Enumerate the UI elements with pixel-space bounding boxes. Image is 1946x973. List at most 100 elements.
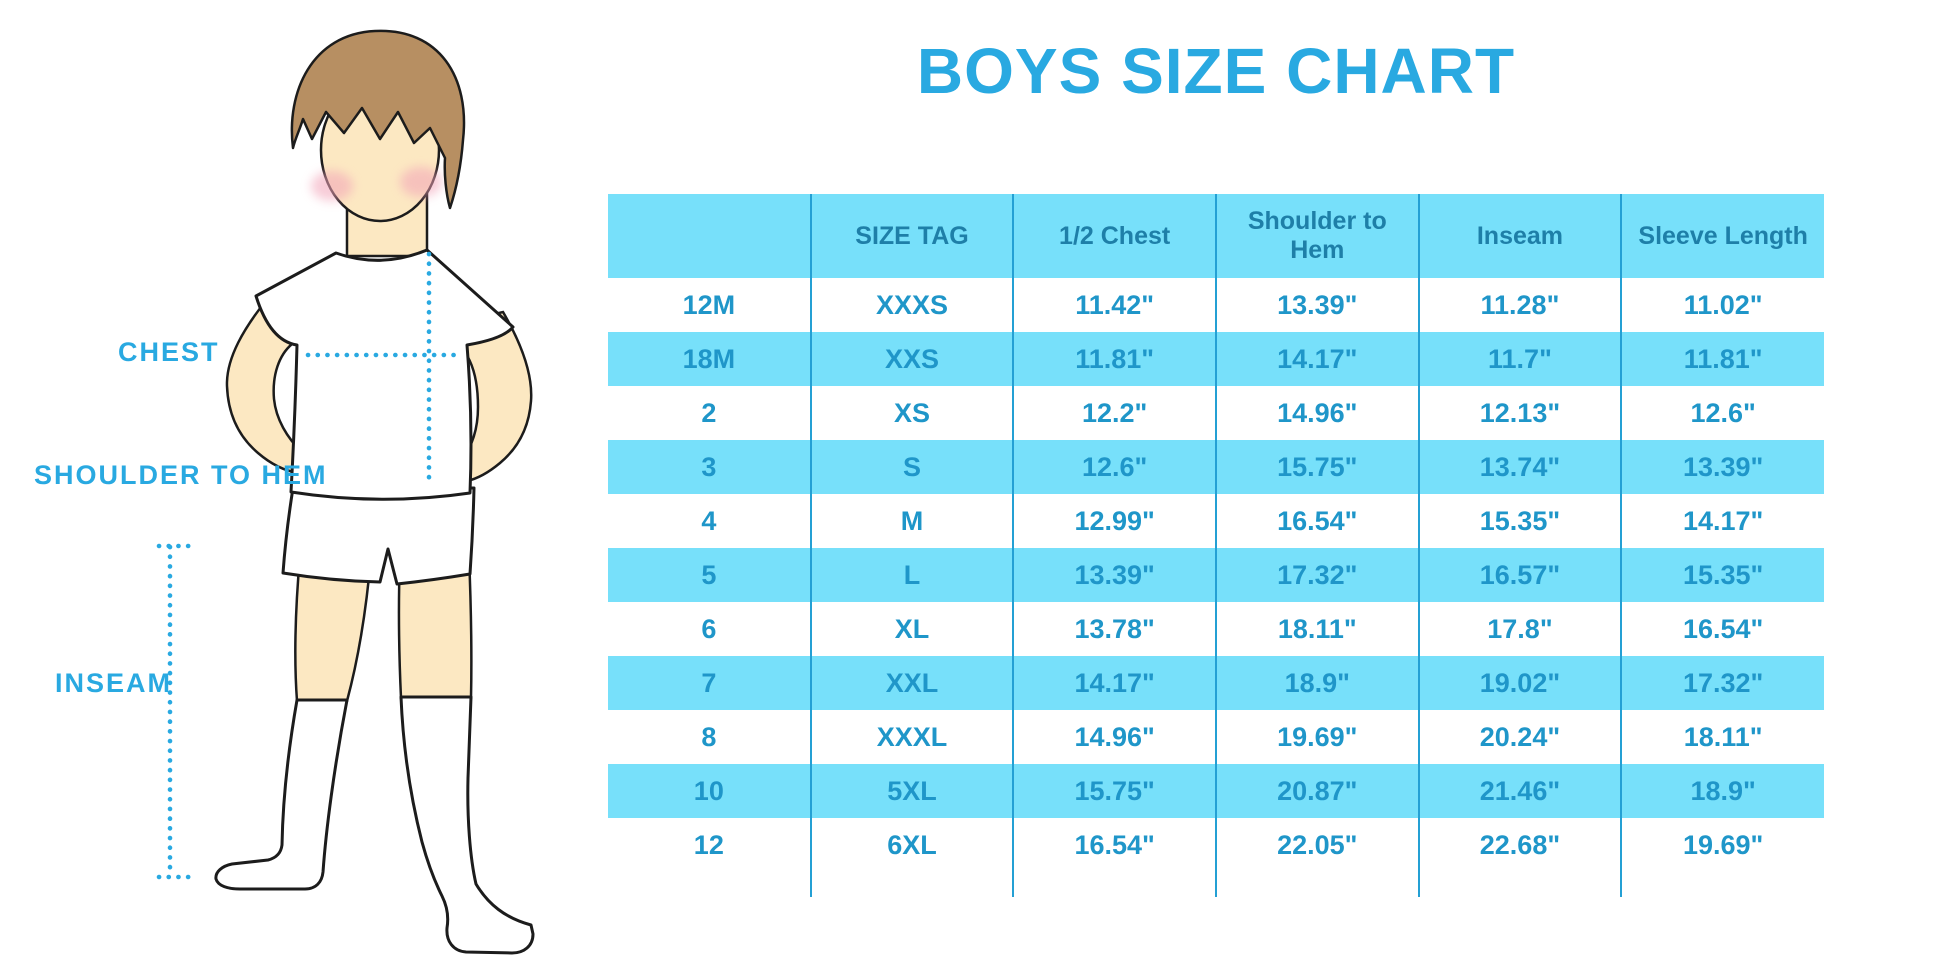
size-cell: 18M <box>608 332 811 386</box>
size-cell: 13.39" <box>1214 278 1419 332</box>
size-cell: 5 <box>608 548 811 602</box>
size-cell: 18.11" <box>1620 710 1824 764</box>
t-shirt <box>254 248 515 501</box>
size-cell: 8 <box>701 721 717 752</box>
size-cell: XXXL <box>809 710 1014 764</box>
right-arm <box>457 310 533 483</box>
table-row: 10 5XL 15.75" 20.87" 21.46" 18.9" <box>608 764 1824 818</box>
size-cell: 6 <box>701 613 717 644</box>
table-row: 12 6XL 16.54" 22.05" 22.68" 19.69" <box>608 818 1824 872</box>
size-cell: 12.6" <box>1620 386 1824 440</box>
column-header-blank <box>608 194 811 278</box>
size-cell: 5XL <box>809 764 1014 818</box>
size-cell: XS <box>809 386 1014 440</box>
size-cell: 14.96" <box>1214 386 1419 440</box>
table-row: 5 L 13.39" 17.32" 16.57" 15.35" <box>608 548 1824 602</box>
size-cell: 12 <box>693 829 724 860</box>
size-cell: M <box>809 494 1014 548</box>
size-table-body: 12M XXXS 11.42" 13.39" 11.28" 11.02" 18M XXS 11.… <box>608 278 1824 872</box>
column-header-half-chest: 1/2 Chest <box>1012 194 1216 278</box>
page-title: BOYS SIZE CHART <box>916 35 1516 107</box>
size-cell: 20.24" <box>1417 710 1622 764</box>
table-row: 18M XXS 11.81" 14.17" 11.7" 11.81" <box>608 332 1824 386</box>
size-cell: 16.54" <box>1620 602 1824 656</box>
size-cell: 17.32" <box>1214 548 1419 602</box>
size-cell: 19.69" <box>1620 818 1824 872</box>
size-cell: 17.8" <box>1417 602 1622 656</box>
size-cell: 18.11" <box>1214 602 1419 656</box>
size-cell: 19.02" <box>1417 656 1622 710</box>
table-row: 3 S 12.6" 15.75" 13.74" 13.39" <box>608 440 1824 494</box>
size-cell: 3 <box>608 440 811 494</box>
size-cell: 11.7" <box>1417 332 1622 386</box>
column-divider-tail <box>1620 872 1623 897</box>
size-cell: 7 <box>608 656 811 710</box>
table-row: 4 M 12.99" 16.54" 15.35" 14.17" <box>608 494 1824 548</box>
size-cell: 13.39" <box>1012 548 1216 602</box>
column-divider-tail <box>1012 872 1015 897</box>
chest-label: CHEST <box>118 337 220 367</box>
boy-illustration <box>156 29 535 955</box>
size-cell: 16.54" <box>1214 494 1419 548</box>
size-cell: 12.13" <box>1417 386 1622 440</box>
size-cell: 13.78" <box>1012 602 1216 656</box>
size-cell: 21.46" <box>1417 764 1622 818</box>
column-header-sleeve-length: Sleeve Length <box>1620 194 1824 278</box>
size-cell: 22.68" <box>1417 818 1622 872</box>
table-row: 2 XS 12.2" 14.96" 12.13" 12.6" <box>608 386 1824 440</box>
size-cell: 14.17" <box>1214 332 1419 386</box>
size-cell: 14.96" <box>1012 710 1216 764</box>
size-cell: 12.6" <box>1012 440 1216 494</box>
size-cell: 11.28" <box>1417 278 1622 332</box>
size-cell: 19.69" <box>1214 710 1419 764</box>
size-table: SIZE TAG 1/2 Chest Shoulder to Hem Insea… <box>608 194 1824 872</box>
size-cell: 15.35" <box>1620 548 1824 602</box>
size-cell: 11.42" <box>1012 278 1216 332</box>
size-cell: 18.9" <box>1214 656 1419 710</box>
size-cell: XXXS <box>809 278 1014 332</box>
size-cell: XXL <box>809 656 1014 710</box>
column-header-shoulder-to-hem: Shoulder to Hem <box>1214 194 1419 278</box>
size-cell: 15.75" <box>1012 764 1216 818</box>
size-cell: 13.39" <box>1620 440 1824 494</box>
size-cell: 16.57" <box>1417 548 1622 602</box>
size-cell: 15.35" <box>1417 494 1622 548</box>
table-row: 6 XL 13.78" 18.11" 17.8" 16.54" <box>608 602 1824 656</box>
size-cell: 12.99" <box>1012 494 1216 548</box>
inseam-label: INSEAM <box>55 668 173 698</box>
column-divider-tail <box>809 872 812 897</box>
shoulder-to-hem-label: SHOULDER TO HEM <box>34 460 328 490</box>
size-cell: XL <box>809 602 1014 656</box>
size-cell: 18.9" <box>1620 764 1824 818</box>
size-cell: 22.05" <box>1214 818 1419 872</box>
left-sock <box>214 698 349 891</box>
size-cell: 12.2" <box>1012 386 1216 440</box>
hair <box>290 29 466 210</box>
table-row: 7 XXL 14.17" 18.9" 19.02" 17.32" <box>608 656 1824 710</box>
size-cell: 16.54" <box>1012 818 1216 872</box>
size-cell: 13.74" <box>1417 440 1622 494</box>
size-cell: 17.32" <box>1620 656 1824 710</box>
size-cell: 15.75" <box>1214 440 1419 494</box>
size-cell: XXS <box>809 332 1014 386</box>
shorts <box>281 486 476 586</box>
blush-right <box>400 167 442 197</box>
size-cell: 11.81" <box>1012 332 1216 386</box>
header-row: SIZE TAG 1/2 Chest Shoulder to Hem Insea… <box>608 194 1824 278</box>
size-cell: 6XL <box>809 818 1014 872</box>
size-cell: 20.87" <box>1214 764 1419 818</box>
table-row: 12M XXXS 11.42" 13.39" 11.28" 11.02" <box>608 278 1824 332</box>
size-cell: 14.17" <box>1012 656 1216 710</box>
column-header-inseam: Inseam <box>1417 194 1622 278</box>
table-row: 8 XXXL 14.96" 19.69" 20.24" 18.11" <box>608 710 1824 764</box>
size-cell: 2 <box>701 397 717 428</box>
size-table-header: SIZE TAG 1/2 Chest Shoulder to Hem Insea… <box>608 194 1824 278</box>
size-cell: 12M <box>682 289 736 320</box>
column-divider-tail <box>1417 872 1420 897</box>
blush-left <box>311 171 353 201</box>
size-cell: 4 <box>701 505 717 536</box>
column-header-size-tag: SIZE TAG <box>809 194 1014 278</box>
size-cell: 10 <box>608 764 811 818</box>
size-cell: 11.81" <box>1620 332 1824 386</box>
left-arm <box>225 296 304 475</box>
